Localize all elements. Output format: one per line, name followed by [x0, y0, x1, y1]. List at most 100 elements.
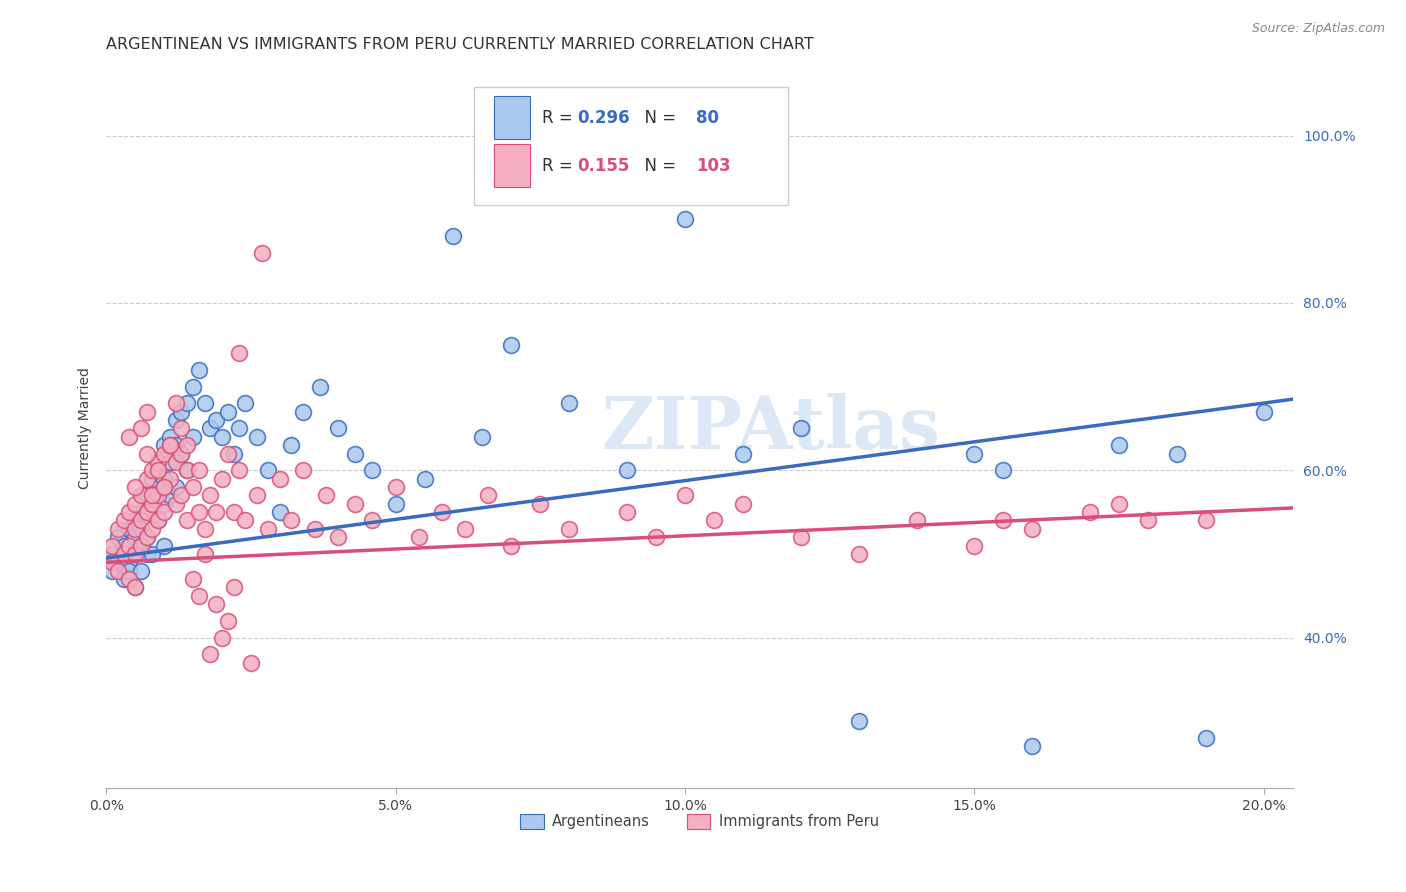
Point: [135, 405, 157, 419]
Point: [616, 463, 638, 477]
Text: Source: ZipAtlas.com: Source: ZipAtlas.com: [1251, 22, 1385, 36]
Point: [124, 530, 146, 544]
Point: [222, 505, 245, 519]
Point: [170, 405, 193, 419]
Point: [616, 505, 638, 519]
Point: [129, 514, 152, 528]
Point: [129, 421, 152, 435]
Point: [159, 488, 181, 502]
Point: [101, 555, 124, 569]
Point: [1021, 522, 1043, 536]
Point: [211, 472, 233, 486]
Point: [101, 539, 124, 553]
Point: [170, 421, 193, 435]
Point: [200, 648, 222, 662]
Point: [304, 522, 326, 536]
Point: [217, 405, 239, 419]
Point: [1195, 514, 1218, 528]
Point: [159, 472, 181, 486]
Point: [176, 463, 198, 477]
Text: R =: R =: [541, 157, 578, 175]
Point: [558, 522, 581, 536]
Point: [107, 555, 129, 569]
Point: [228, 421, 250, 435]
Point: [181, 572, 204, 586]
Point: [269, 505, 291, 519]
Point: [165, 396, 187, 410]
Point: [291, 463, 314, 477]
Point: [222, 581, 245, 595]
Point: [1108, 497, 1130, 511]
Bar: [494, 145, 530, 187]
Point: [159, 438, 181, 452]
Point: [217, 446, 239, 460]
Point: [135, 472, 157, 486]
Point: [148, 455, 170, 469]
Point: [101, 564, 124, 578]
Point: [529, 497, 551, 511]
Point: [252, 245, 274, 260]
Point: [148, 488, 170, 502]
Point: [170, 488, 193, 502]
Point: [165, 413, 187, 427]
Point: [112, 539, 135, 553]
Text: 0.296: 0.296: [578, 109, 630, 127]
Point: [1166, 446, 1188, 460]
Point: [135, 547, 157, 561]
Point: [118, 522, 141, 536]
Point: [153, 480, 176, 494]
Point: [141, 547, 163, 561]
Point: [1078, 505, 1101, 519]
Point: [454, 522, 477, 536]
Point: [361, 514, 384, 528]
Point: [217, 614, 239, 628]
Point: [181, 379, 204, 393]
Point: [205, 597, 228, 611]
Point: [176, 438, 198, 452]
Point: [153, 505, 176, 519]
Point: [257, 463, 280, 477]
Point: [159, 430, 181, 444]
Point: [165, 438, 187, 452]
Text: ARGENTINEAN VS IMMIGRANTS FROM PERU CURRENTLY MARRIED CORRELATION CHART: ARGENTINEAN VS IMMIGRANTS FROM PERU CURR…: [107, 37, 814, 53]
Point: [124, 581, 146, 595]
Point: [408, 530, 430, 544]
Point: [430, 505, 453, 519]
Point: [993, 514, 1015, 528]
Text: N =: N =: [634, 157, 682, 175]
Point: [159, 438, 181, 452]
Point: [703, 514, 725, 528]
Point: [326, 530, 349, 544]
Point: [344, 497, 367, 511]
Point: [148, 463, 170, 477]
Point: [673, 488, 696, 502]
Point: [135, 488, 157, 502]
Point: [141, 497, 163, 511]
Point: [239, 656, 262, 670]
Point: [181, 480, 204, 494]
Text: 0.155: 0.155: [578, 157, 630, 175]
Point: [124, 547, 146, 561]
Point: [344, 446, 367, 460]
Point: [118, 505, 141, 519]
Point: [135, 505, 157, 519]
Point: [176, 463, 198, 477]
Point: [124, 480, 146, 494]
Point: [124, 547, 146, 561]
Point: [790, 530, 813, 544]
Point: [1195, 731, 1218, 745]
Point: [148, 463, 170, 477]
Text: R =: R =: [541, 109, 578, 127]
Point: [107, 530, 129, 544]
Point: [135, 505, 157, 519]
Point: [124, 514, 146, 528]
Point: [731, 446, 754, 460]
Point: [1253, 405, 1275, 419]
Text: 103: 103: [696, 157, 731, 175]
Point: [269, 472, 291, 486]
Point: [993, 463, 1015, 477]
Point: [101, 547, 124, 561]
Point: [501, 338, 523, 352]
Point: [205, 505, 228, 519]
Point: [193, 396, 215, 410]
